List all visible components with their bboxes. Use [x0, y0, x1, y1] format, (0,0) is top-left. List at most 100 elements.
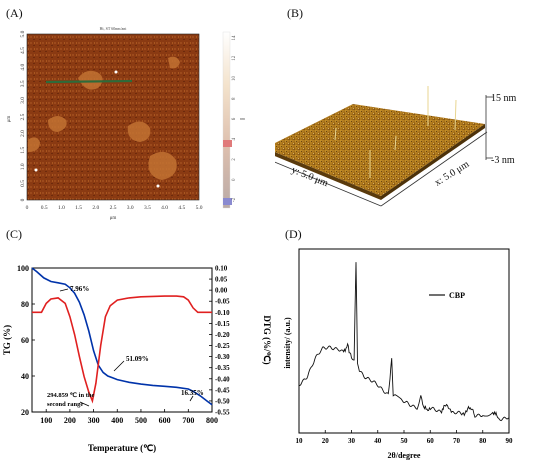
- y-axis-label-left: TG (%): [2, 325, 12, 355]
- afm-y-tick-label: 2.0: [20, 130, 26, 137]
- afm-scale-tick-label: 8: [232, 97, 237, 100]
- y2-tick-label: -0.45: [215, 386, 230, 394]
- afm-scale-unit: nm: [240, 116, 246, 121]
- afm-marker-spot: [114, 70, 118, 74]
- annotation-peak-line2: second range: [47, 401, 83, 408]
- afm-y-ticks: 0 0.5 1.0 1.5 2.0 2.5 3.0 3.5 4.0 4.5 5.0: [20, 30, 26, 201]
- afm-x-tick-label: 3.5: [144, 205, 151, 211]
- x-tick-label: 40: [374, 437, 382, 445]
- panel-c-label: (C): [6, 227, 22, 241]
- legend-label: CBP: [449, 291, 465, 300]
- surface-front-edge: [275, 152, 381, 200]
- tg-dtg-chart: 100 200 300 400 500 600 700 800 20 40 60 80 100 0.1…: [2, 264, 272, 453]
- x-tick-label: 50: [401, 437, 409, 445]
- y2-tick-label: -0.15: [215, 320, 230, 328]
- y2-tick-label: -0.20: [215, 331, 230, 339]
- y2-tick-label: -0.40: [215, 375, 230, 383]
- annotation-arrow: [79, 401, 90, 407]
- y2-tick-label: 0.10: [215, 265, 228, 273]
- afm-profile-line: [45, 79, 133, 84]
- y-tick-label: 100: [17, 264, 29, 273]
- afm-x-tick-label: 1.0: [58, 205, 65, 211]
- afm-scale-handle-bottom: [223, 198, 232, 205]
- afm-scale-tick-label: 2: [232, 158, 237, 161]
- afm-marker-spot: [156, 184, 160, 188]
- afm-x-tick-label: 4.5: [178, 205, 185, 211]
- y2-tick-label: -0.55: [215, 409, 230, 417]
- x-ticks: 10 20 30 40 50 60 70 80 90: [296, 430, 513, 445]
- y2-tick-label: 0.00: [215, 287, 228, 295]
- panel-c: (C) 100 200 300 400 500 600 700 800 20 40 60 80 100…: [0, 225, 275, 466]
- afm-scale-ticks: 14 12 10 8 6 4 2 0 -2: [232, 35, 237, 202]
- afm-scale-tick-label: 0: [232, 178, 237, 181]
- xrd-series-line: [298, 262, 510, 422]
- afm-3d-surface: 15 nm -3 nm x: 5.0 μm y: 5.0 μm: [275, 86, 517, 207]
- panel-b-label: (B): [287, 6, 303, 20]
- afm-x-ticks: 0 0.5 1.0 1.5 2.0 2.5 3.0 3.5 4.0 4.5 5.0: [26, 205, 203, 211]
- y-tick-label: 80: [21, 300, 29, 309]
- x-ticks: 100 200 300 400 500 600 700 800: [40, 409, 218, 425]
- afm-y-axis-label: μm: [7, 116, 12, 123]
- afm-y-tick-label: 1.5: [20, 147, 26, 154]
- xrd-chart: 10 20 30 40 50 60 70 80 90 CBP 2θ/degree intensi…: [283, 248, 513, 460]
- panel-d-label: (D): [285, 227, 302, 241]
- z-top-label: 15 nm: [491, 93, 517, 104]
- y2-tick-label: -0.35: [215, 364, 230, 372]
- afm-x-tick-label: 3.0: [127, 205, 134, 211]
- afm-marker-spot: [34, 168, 38, 172]
- tg-series-line: [31, 267, 213, 406]
- panel-b: (B) 15 nm -3 nm: [275, 0, 550, 225]
- afm-scale-tick-label: 14: [232, 35, 237, 41]
- afm-y-tick-label: 0: [20, 198, 26, 201]
- afm-x-tick-label: 4.0: [161, 205, 168, 211]
- afm-flat-domains: [28, 56, 180, 180]
- plot-frame: [298, 248, 510, 434]
- afm-y-tick-label: 4.0: [20, 64, 26, 71]
- x-tick-label: 70: [453, 437, 461, 445]
- x-tick-label: 10: [296, 437, 304, 445]
- y-axis-label-right: DTG (%/℃): [262, 315, 272, 364]
- afm-y-tick-label: 1.0: [20, 163, 26, 170]
- y-tick-label: 20: [21, 408, 29, 417]
- x-tick-label: 30: [348, 437, 356, 445]
- z-bottom-label: -3 nm: [491, 155, 515, 166]
- afm-height-map: Ht, ST 60nm/ant 0 0.5 1.0 1.5 2.0 2.5 3.0 3.5 4.…: [7, 26, 246, 221]
- x-tick-label: 500: [135, 416, 147, 425]
- y-axis-label: intensity/ (a.u.): [283, 317, 292, 369]
- annotation-arrow: [189, 395, 194, 402]
- afm-image-header: Ht, ST 60nm/ant: [100, 26, 128, 32]
- afm-scale-tick-label: -2: [232, 197, 237, 202]
- x-axis-label: Temperature (℃): [88, 443, 156, 453]
- annotation-peak-line1: 294.859 ℃ in the: [47, 391, 95, 399]
- surface-peaks: [334, 86, 457, 178]
- afm-y-tick-label: 0.5: [20, 180, 26, 187]
- panel-a: (A) Ht, ST 60nm/ant 0 0.5 1.0 1.5 2.0 2.5 3.0 3…: [0, 0, 265, 225]
- afm-y-tick-label: 2.5: [20, 113, 26, 120]
- afm-x-tick-label: 1.5: [75, 205, 82, 211]
- afm-x-tick-label: 0: [26, 205, 29, 211]
- y2-tick-label: 0.05: [215, 276, 228, 284]
- panel-d: (D) 10 20 30 40 50 60 70 80 90 CBP 2θ/degree int…: [275, 225, 550, 466]
- x-tick-label: 200: [64, 416, 76, 425]
- y2-tick-label: -0.25: [215, 342, 230, 350]
- afm-scale-tick-label: 10: [232, 76, 237, 82]
- afm-scale-tick-label: 12: [232, 55, 237, 61]
- series-layer: [298, 262, 510, 422]
- x-tick-label: 300: [88, 416, 100, 425]
- dtg-series-line: [32, 295, 212, 404]
- afm-x-tick-label: 2.0: [92, 205, 99, 211]
- x-tick-label: 400: [111, 416, 123, 425]
- afm-y-tick-label: 4.5: [20, 47, 26, 54]
- x-tick-label: 600: [159, 416, 171, 425]
- series-layer: [31, 267, 213, 406]
- y2-tick-label: -0.10: [215, 309, 230, 317]
- annotation-arrow: [113, 360, 125, 372]
- x-tick-label: 700: [182, 416, 194, 425]
- annotation-arrow: [59, 288, 69, 292]
- afm-scale-handle-top: [223, 140, 232, 147]
- afm-scale-tick-label: 4: [232, 138, 237, 141]
- x-tick-label: 800: [206, 416, 218, 425]
- y-tick-label: 40: [21, 372, 29, 381]
- y-ticks-right: 0.10 0.05 0.00 -0.05 -0.10 -0.15 -0.20 -0.25 -0.…: [209, 265, 230, 417]
- afm-x-axis-label: μm: [110, 216, 117, 221]
